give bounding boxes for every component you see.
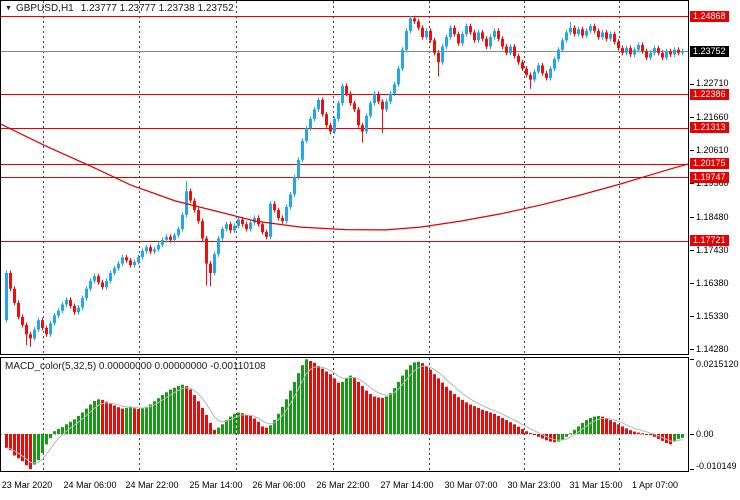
- macd-signal-line: [6, 365, 683, 464]
- price-level-badge: 1.19747: [690, 172, 729, 183]
- time-tick-label: 30 Mar 23:00: [507, 480, 561, 490]
- chart-dropdown-icon: ▼: [5, 5, 12, 12]
- time-tick-label: 30 Mar 07:00: [444, 480, 498, 490]
- price-level-badge: 1.24868: [690, 11, 729, 22]
- price-tick-label: 1.16380: [696, 278, 729, 288]
- price-tick-label: 1.18480: [696, 212, 729, 222]
- main-chart-border: [0, 0, 689, 355]
- time-tick-label: 24 Mar 22:00: [125, 480, 179, 490]
- price-tick-label: 1.22710: [696, 78, 729, 88]
- macd-axis[interactable]: 0.0215120 0.00 -0.010149: [690, 357, 740, 473]
- time-tick-label: 26 Mar 22:00: [316, 480, 370, 490]
- ma-line: [0, 123, 689, 231]
- price-tick-label: 1.19560: [696, 178, 729, 188]
- price-tick-mark: [690, 217, 694, 218]
- price-level-badge: 1.21313: [690, 122, 729, 133]
- price-tick-mark: [690, 84, 694, 85]
- price-level-badge: 1.22386: [690, 89, 729, 100]
- main-chart-canvas[interactable]: [0, 0, 690, 356]
- macd-indicator-canvas[interactable]: [0, 357, 690, 473]
- price-tick-label: 1.15330: [696, 311, 729, 321]
- candles-group: [5, 15, 684, 347]
- price-tick-mark: [690, 283, 694, 284]
- chart-title: ▼ GBPUSD,H1 1.23777 1.23777 1.23738 1.2375…: [5, 3, 234, 14]
- price-tick-mark: [690, 150, 694, 151]
- price-tick-label: 1.21660: [696, 112, 729, 122]
- time-tick-label: 31 Mar 15:00: [569, 480, 623, 490]
- price-tick-mark: [690, 183, 694, 184]
- chart-symbol-timeframe: GBPUSD,H1: [15, 3, 74, 14]
- price-tick-label: 1.14280: [696, 344, 729, 354]
- price-level-badge: 1.20175: [690, 158, 729, 169]
- chart-ohlc-readout: 1.23777 1.23777 1.23738 1.23752: [80, 3, 234, 14]
- time-tick-label: 26 Mar 06:00: [252, 480, 306, 490]
- macd-tick-mark: [690, 469, 694, 470]
- time-tick-label: 24 Mar 06:00: [63, 480, 117, 490]
- price-tick-label: 1.17430: [696, 245, 729, 255]
- level-lines: [1, 16, 688, 242]
- time-tick-label: 23 Mar 2020: [1, 480, 53, 490]
- current-price-badge: 1.23752: [690, 46, 729, 57]
- price-axis[interactable]: 1.22710 1.21660 1.20610 1.19560 1.18480 1.174…: [690, 0, 740, 356]
- macd-tick-mark: [690, 359, 694, 360]
- price-tick-label: 1.20610: [696, 145, 729, 155]
- price-tick-mark: [690, 117, 694, 118]
- macd-tick-label: 0.0215120: [696, 359, 739, 369]
- time-tick-label: 27 Mar 14:00: [380, 480, 434, 490]
- price-tick-mark: [690, 316, 694, 317]
- price-tick-mark: [690, 349, 694, 350]
- macd-tick-label: 0.00: [696, 429, 714, 439]
- macd-panel-border: [0, 357, 689, 472]
- macd-histogram: [5, 359, 684, 470]
- macd-tick-label: -0.010149: [696, 461, 737, 471]
- indicator-label: MACD_color(5,32,5) 0.00000000 0.00000000…: [5, 361, 266, 372]
- macd-tick-mark: [690, 434, 694, 435]
- time-axis[interactable]: 23 Mar 2020 24 Mar 06:00 24 Mar 22:00 25 Ma…: [0, 478, 740, 494]
- time-tick-label: 1 Apr 07:00: [631, 480, 679, 490]
- price-level-badge: 1.17721: [690, 235, 729, 246]
- price-tick-mark: [690, 250, 694, 251]
- time-tick-label: 25 Mar 14:00: [189, 480, 243, 490]
